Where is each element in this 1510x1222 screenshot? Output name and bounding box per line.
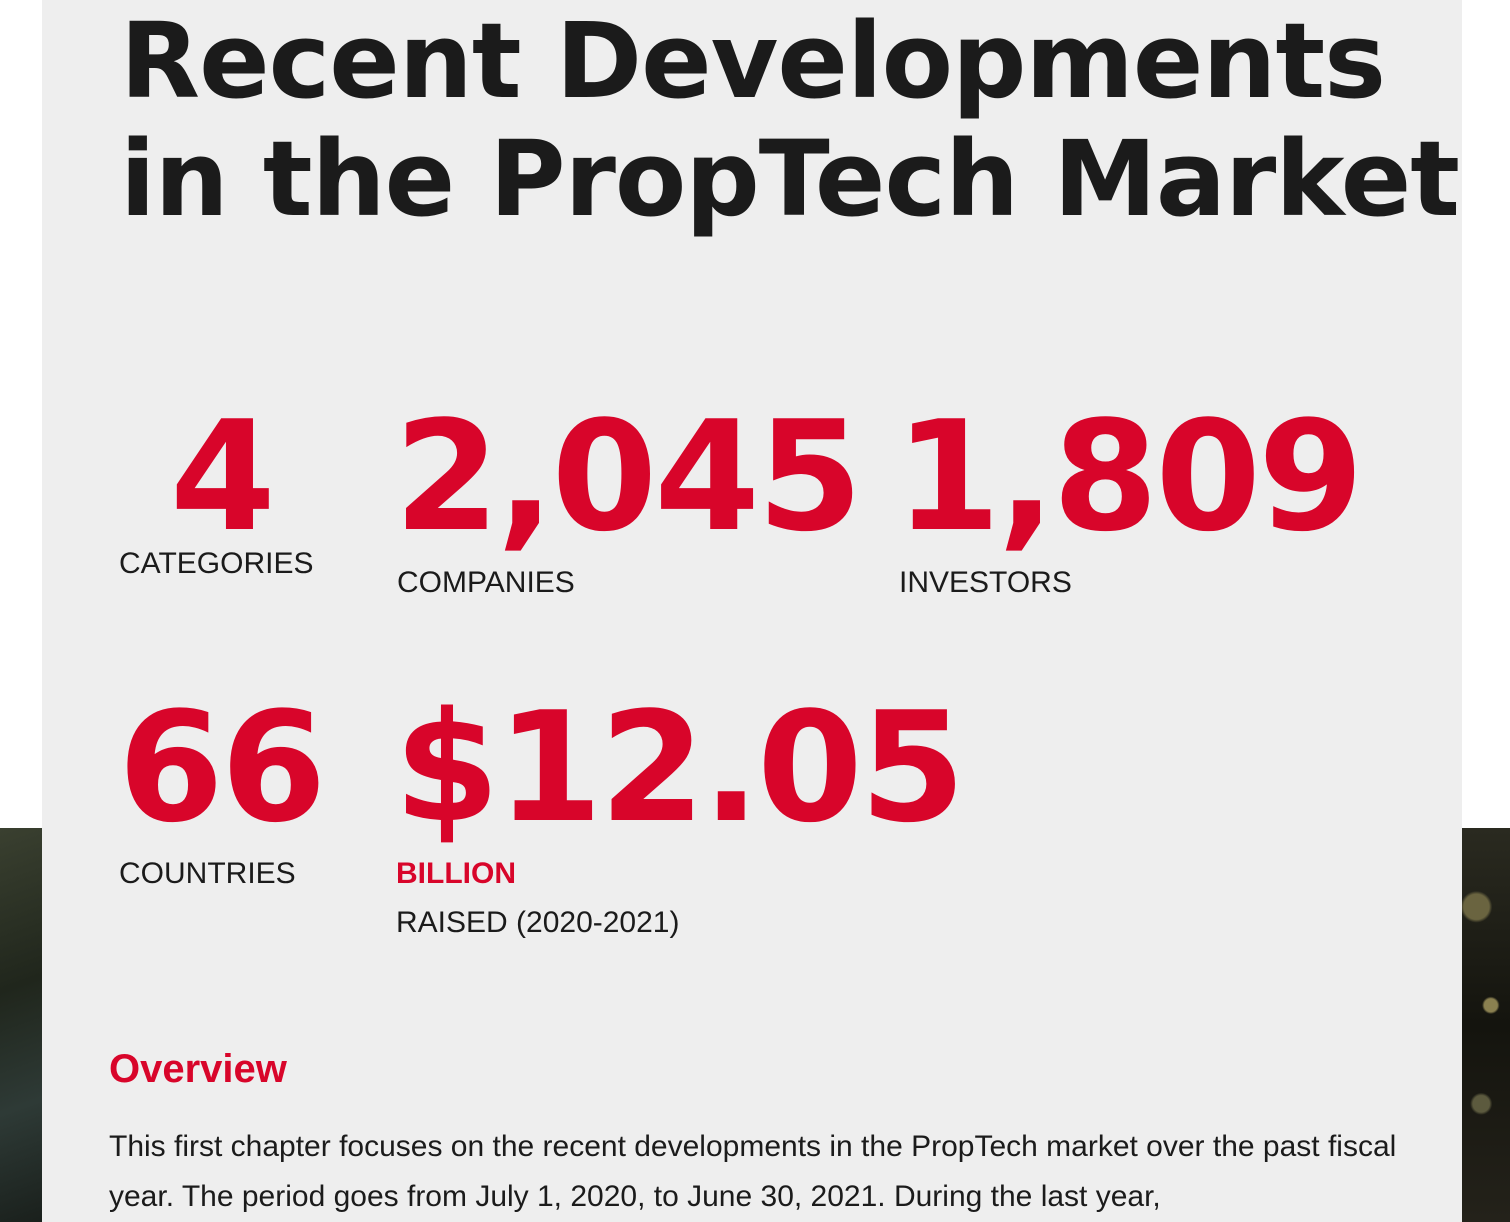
section-heading-overview: Overview	[109, 1047, 287, 1091]
content-panel: Recent Developments in the PropTech Mark…	[42, 0, 1462, 1222]
stat-label-categories: CATEGORIES	[119, 547, 314, 580]
stat-value: 66	[118, 679, 327, 856]
stat-label: COMPANIES	[397, 566, 575, 599]
page-title-line-2: in the PropTech Market	[120, 118, 1460, 240]
stat-label: INVESTORS	[899, 566, 1072, 599]
page-title: Recent Developments in the PropTech Mark…	[120, 0, 1460, 240]
stat-value: $12.05	[394, 679, 966, 856]
stat-value: 1,809	[895, 388, 1364, 565]
stat-label: RAISED (2020-2021)	[396, 906, 680, 939]
stat-investors: 1,809 INVESTORS	[895, 388, 1364, 600]
stat-funding: $12.05 BILLION RAISED (2020-2021)	[394, 679, 966, 940]
stat-companies: 2,045 COMPANIES	[394, 388, 863, 600]
background-photo-right	[1462, 828, 1510, 1222]
stat-unit: BILLION	[396, 857, 516, 890]
overview-paragraph: This first chapter focuses on the recent…	[109, 1130, 1397, 1213]
background-photo-left	[0, 828, 42, 1222]
stat-value: 2,045	[394, 388, 863, 565]
stat-label: COUNTRIES	[119, 857, 296, 890]
stat-countries: 66 COUNTRIES	[118, 679, 327, 891]
stat-value: 4	[170, 388, 276, 565]
stat-categories: 4	[170, 388, 276, 565]
page-title-line-1: Recent Developments	[120, 0, 1386, 122]
